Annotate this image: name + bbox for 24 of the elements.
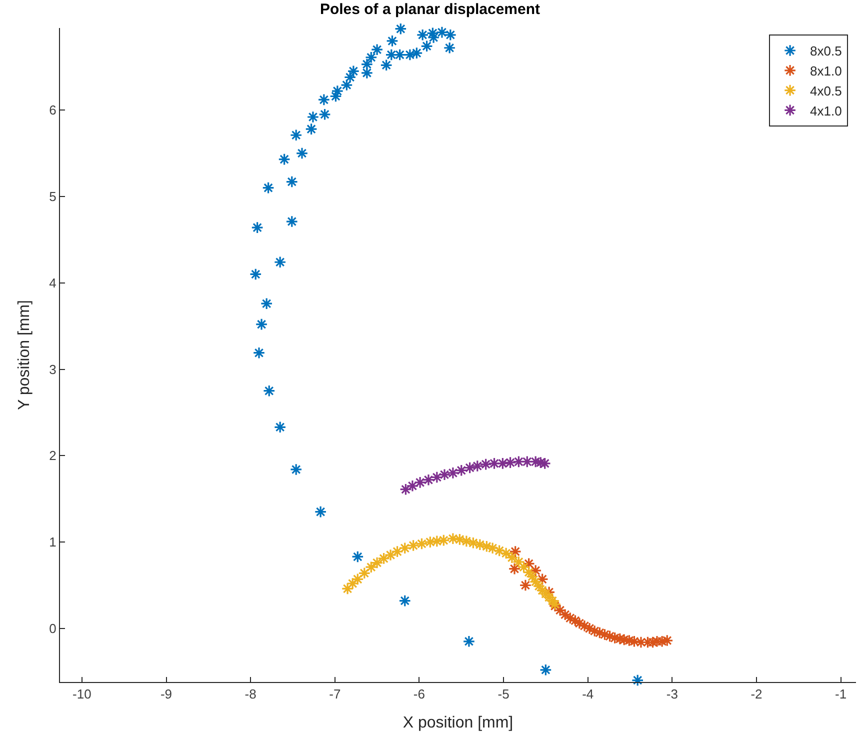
- chart-title: Poles of a planar displacement: [320, 1, 540, 18]
- x-tick-label: -3: [666, 686, 678, 702]
- y-axis-title: Y position [mm]: [16, 300, 34, 410]
- x-tick-label: -1: [835, 686, 847, 702]
- x-axis-title: X position [mm]: [402, 714, 514, 732]
- y-tick-label: 5: [49, 189, 56, 204]
- x-tick-label: -10: [72, 686, 92, 702]
- legend-label: 8x0.5: [810, 44, 842, 59]
- x-tick-label: -6: [413, 686, 425, 702]
- legend-label: 4x1.0: [810, 103, 842, 118]
- y-tick-label: 6: [49, 102, 56, 118]
- x-tick-label: -7: [329, 686, 341, 702]
- x-tick-label: -5: [498, 686, 510, 702]
- x-tick-label: -9: [160, 686, 172, 702]
- y-tick-label: 0: [49, 620, 56, 636]
- legend-label: 8x1.0: [810, 63, 842, 78]
- x-tick-label: -8: [244, 686, 256, 702]
- y-tick-label: 3: [49, 362, 56, 377]
- y-tick-label: 1: [49, 534, 56, 550]
- legend-label: 4x0.5: [810, 83, 842, 98]
- x-tick-label: -4: [582, 686, 594, 702]
- y-tick-label: 4: [49, 275, 56, 290]
- x-tick-label: -2: [750, 686, 762, 702]
- y-tick-label: 2: [49, 448, 56, 464]
